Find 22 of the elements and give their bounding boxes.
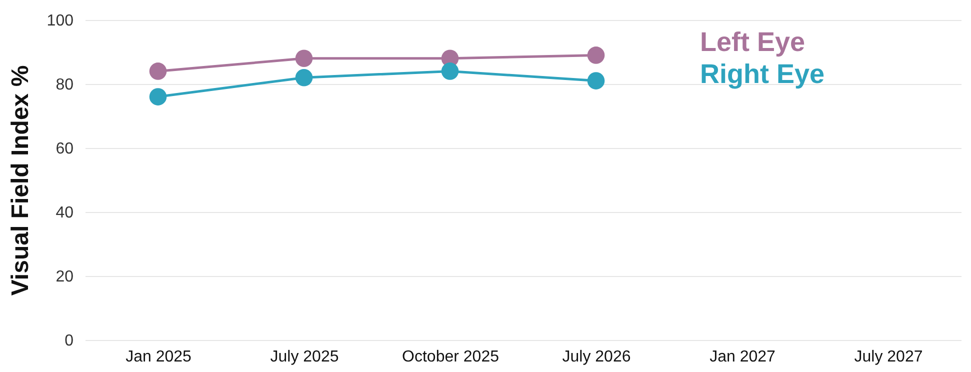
y-tick-label: 80	[56, 76, 74, 94]
text: Left Eye	[700, 27, 806, 57]
x-tick-label: July 2027	[854, 348, 923, 366]
x-tick-label: Jan 2027	[710, 348, 776, 366]
y-tick-label: 20	[56, 268, 74, 286]
point	[149, 62, 167, 80]
point	[587, 72, 605, 90]
x-tick-label: Jan 2025	[126, 348, 192, 366]
y-tick-label: 40	[56, 204, 74, 222]
point	[149, 88, 167, 106]
x-tick-label: October 2025	[402, 348, 500, 366]
text: Right Eye	[700, 59, 825, 89]
point	[441, 62, 459, 80]
y-tick-label: 100	[46, 12, 74, 30]
y-axis-title: Visual Field Index %	[6, 65, 34, 296]
point	[587, 46, 605, 64]
y-tick-label: 60	[56, 140, 74, 158]
x-tick-label: July 2026	[562, 348, 631, 366]
y-tick-label: 0	[64, 332, 74, 350]
point	[295, 50, 313, 68]
x-tick-label: July 2025	[270, 348, 339, 366]
point	[295, 68, 313, 86]
